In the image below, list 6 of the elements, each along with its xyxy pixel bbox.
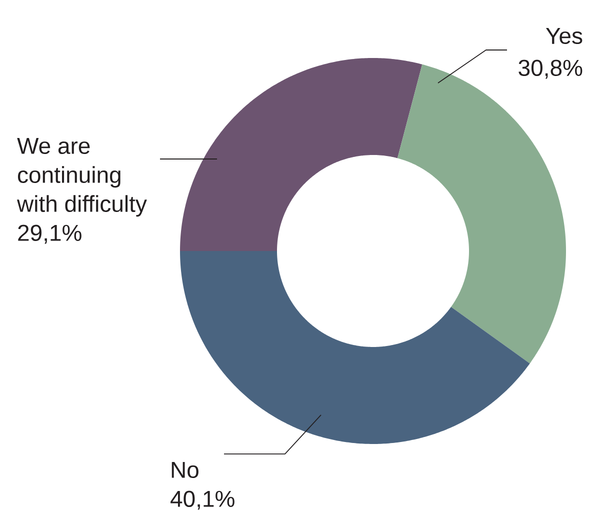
slice-label: No (172, 462, 198, 478)
slice-label: Yes (546, 28, 582, 44)
data-label: 30,8% (518, 60, 582, 79)
data-label: 29,1% (18, 224, 82, 244)
data-label: 40,1% (170, 490, 234, 510)
slice-label: We are continuing with difficulty (16, 138, 147, 217)
